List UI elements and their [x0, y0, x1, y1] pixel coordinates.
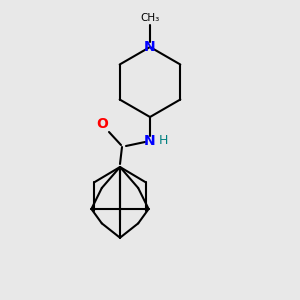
Text: N: N	[144, 40, 156, 54]
Text: H: H	[158, 134, 168, 146]
Text: CH₃: CH₃	[140, 13, 160, 23]
Text: O: O	[96, 117, 108, 131]
Text: N: N	[144, 134, 156, 148]
